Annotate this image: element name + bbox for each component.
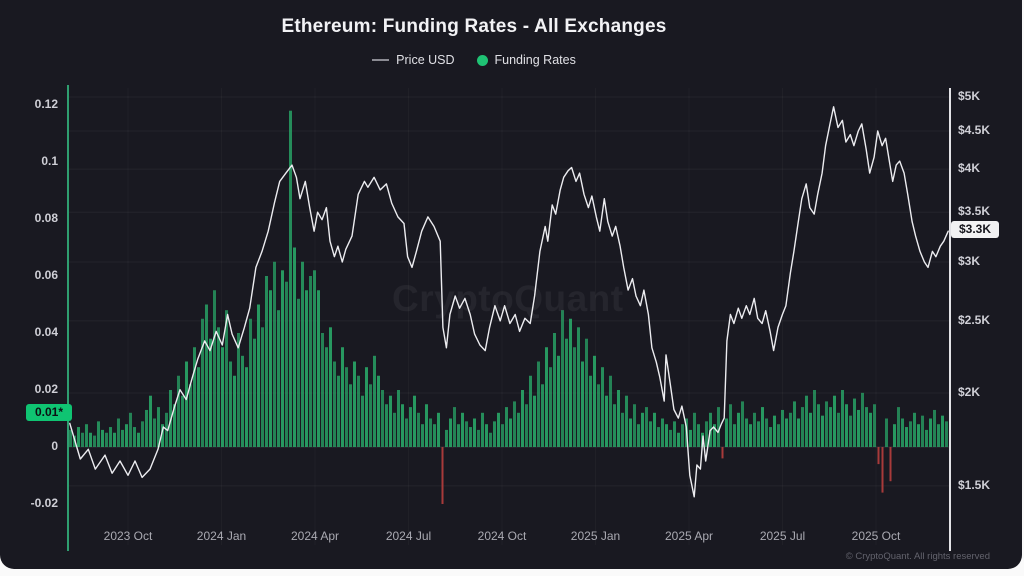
chart-legend: Price USD Funding Rates — [0, 53, 948, 67]
copyright-text: © CryptoQuant. All rights reserved — [845, 551, 990, 562]
price-current-badge: $3.3K — [951, 221, 999, 238]
legend-funding-label: Funding Rates — [494, 53, 576, 67]
legend-item-funding[interactable]: Funding Rates — [476, 53, 576, 67]
funding-current-badge: 0.01* — [26, 404, 72, 421]
funding-dot-icon — [476, 54, 488, 66]
legend-price-label: Price USD — [396, 53, 455, 67]
watermark: CryptoQuant — [392, 278, 624, 319]
chart-title: Ethereum: Funding Rates - All Exchanges — [281, 16, 667, 37]
price-line-icon — [372, 59, 390, 61]
legend-item-price[interactable]: Price USD — [372, 53, 455, 67]
